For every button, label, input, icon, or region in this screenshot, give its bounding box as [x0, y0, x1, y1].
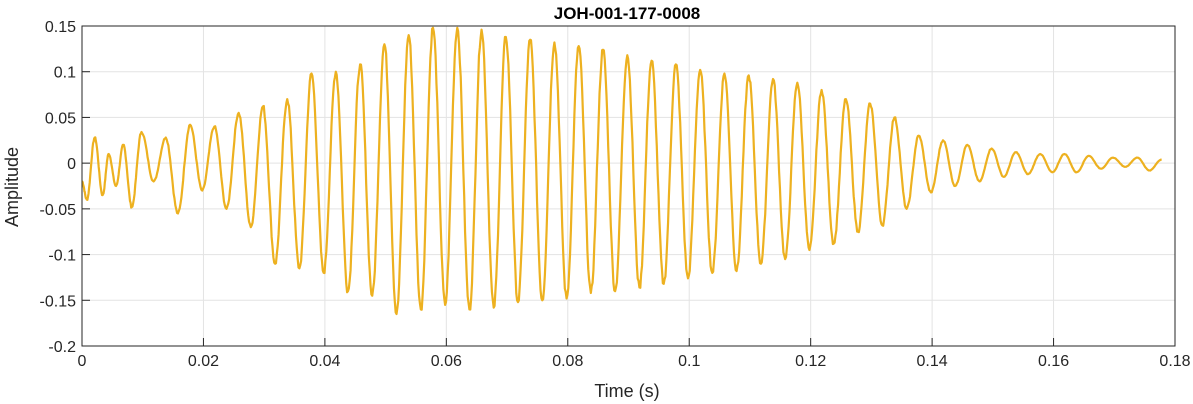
y-tick-label: -0.1: [48, 248, 76, 265]
x-tick-label: 0.08: [552, 353, 583, 370]
axes-box: [81, 25, 1176, 347]
x-axis-ticks: 0 0.02 0.04 0.06 0.08 0.1 0.12 0.14 0.16 0.18: [78, 338, 1191, 370]
y-tick-label: -0.15: [40, 293, 77, 310]
y-tick-label: -0.2: [48, 339, 76, 356]
x-tick-label: 0: [78, 353, 87, 370]
y-axis-label: Amplitude: [2, 147, 22, 227]
y-tick-label: -0.05: [40, 202, 77, 219]
x-tick-label: 0.14: [917, 353, 948, 370]
amplitude-series-line: [81, 26, 1162, 316]
x-tick-label: 0.12: [795, 353, 826, 370]
x-tick-label: 0.18: [1159, 353, 1190, 370]
y-tick-label: 0.1: [54, 65, 76, 82]
chart-title: JOH-001-177-0008: [554, 4, 700, 23]
y-tick-label: 0: [67, 156, 76, 173]
plot-area: [81, 26, 1162, 316]
y-tick-label: 0.05: [45, 110, 76, 127]
y-axis-ticks: -0.2 -0.15 -0.1 -0.05 0 0.05 0.1 0.15: [40, 19, 90, 356]
x-tick-label: 0.16: [1038, 353, 1069, 370]
x-tick-label: 0.1: [678, 353, 700, 370]
x-tick-label: 0.02: [188, 353, 219, 370]
x-axis-label: Time (s): [594, 381, 659, 401]
x-tick-label: 0.04: [309, 353, 340, 370]
x-tick-label: 0.06: [431, 353, 462, 370]
y-tick-label: 0.15: [45, 19, 76, 36]
